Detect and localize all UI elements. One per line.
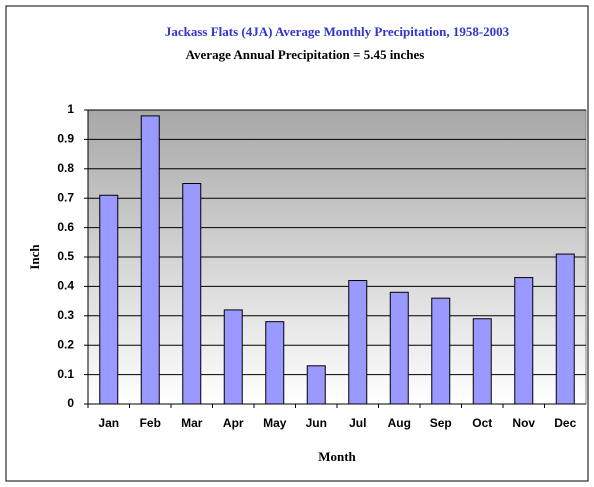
y-tick-label: 0.3	[57, 308, 74, 322]
bar	[140, 115, 160, 405]
y-tick-label: 1	[67, 102, 74, 116]
chart-subtitle: Average Annual Precipitation = 5.45 inch…	[186, 47, 425, 62]
bar	[348, 280, 368, 405]
x-axis-label: Month	[318, 449, 356, 464]
x-tick-label: Apr	[223, 416, 244, 430]
y-tick-label: 0.1	[57, 367, 74, 381]
chart-title: Jackass Flats (4JA) Average Monthly Prec…	[165, 24, 510, 39]
x-tick-label: Feb	[140, 416, 161, 430]
x-tick-label: Oct	[472, 416, 492, 430]
bar	[555, 253, 575, 405]
y-tick-label: 0.2	[57, 337, 74, 351]
y-tick-label: 0.6	[57, 220, 74, 234]
x-tick-label: Dec	[554, 416, 576, 430]
y-tick-label: 0.8	[57, 161, 74, 175]
x-tick-label: Aug	[388, 416, 411, 430]
x-tick-label: Jan	[98, 416, 119, 430]
y-axis-label: Inch	[27, 244, 42, 270]
x-tick-label: May	[263, 416, 287, 430]
x-tick-label: Mar	[181, 416, 203, 430]
bar	[223, 309, 243, 405]
x-tick-label: Jun	[306, 416, 327, 430]
bar	[265, 321, 285, 405]
y-tick-label: 0.4	[57, 279, 74, 293]
bar	[306, 365, 326, 405]
bar	[514, 277, 534, 405]
bar	[389, 291, 409, 405]
y-tick-label: 0.5	[57, 249, 74, 263]
y-tick-label: 0.9	[57, 132, 74, 146]
x-tick-label: Nov	[512, 416, 535, 430]
x-tick-label: Sep	[430, 416, 452, 430]
bar	[431, 297, 451, 405]
bar	[182, 183, 202, 405]
bar	[472, 318, 492, 405]
x-tick-label: Jul	[349, 416, 366, 430]
y-tick-label: 0.7	[57, 190, 74, 204]
bar	[99, 194, 119, 405]
y-tick-label: 0	[67, 396, 74, 410]
